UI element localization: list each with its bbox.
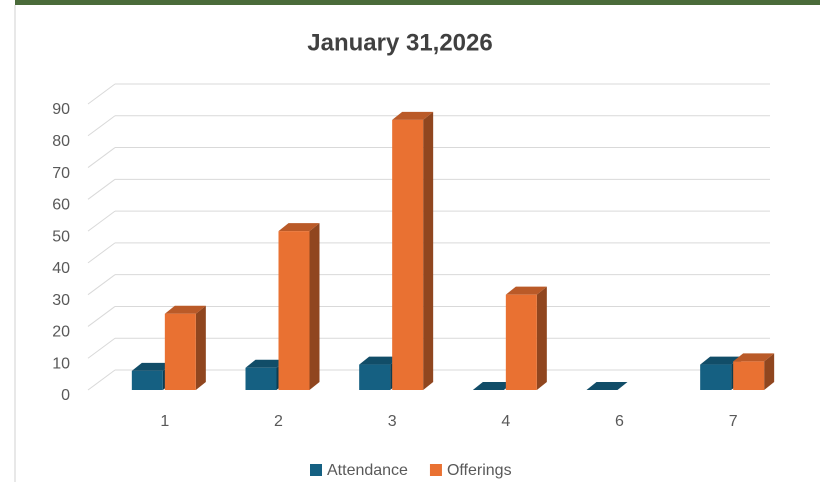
legend-label: Attendance xyxy=(327,462,408,479)
y-tick-label: 0 xyxy=(61,387,70,404)
x-tick-label: 4 xyxy=(501,413,510,430)
bar xyxy=(733,361,764,390)
bar-side xyxy=(310,223,320,390)
left-margin xyxy=(0,0,15,482)
x-tick-label: 1 xyxy=(160,413,169,430)
bar-side xyxy=(423,112,433,390)
x-tick-label: 2 xyxy=(274,413,283,430)
chart-title: January 31,2026 xyxy=(307,29,492,56)
bar xyxy=(279,231,310,390)
legend-swatch xyxy=(310,464,322,476)
y-tick-label: 70 xyxy=(52,165,70,182)
y-tick-label: 90 xyxy=(52,101,70,118)
top-strip xyxy=(0,0,820,5)
bar xyxy=(132,371,163,390)
chart: January 31,2026 0 10 20 30 40 50 60 70 80 90 1 2 3 4 6… xyxy=(0,0,820,482)
y-tick-label: 20 xyxy=(52,324,70,341)
bar xyxy=(392,120,423,390)
x-tick-label: 3 xyxy=(388,413,397,430)
y-tick-label: 50 xyxy=(52,228,70,245)
y-tick-label: 30 xyxy=(52,292,70,309)
bar-side xyxy=(196,306,206,390)
bar xyxy=(165,314,196,390)
bar xyxy=(506,295,537,390)
bar-side xyxy=(537,287,547,390)
bar xyxy=(359,365,390,390)
bar xyxy=(700,365,731,390)
y-tick-label: 40 xyxy=(52,260,70,277)
x-tick-label: 7 xyxy=(729,413,738,430)
legend-swatch xyxy=(430,464,442,476)
y-tick-label: 80 xyxy=(52,133,70,150)
bar xyxy=(246,368,277,390)
y-tick-label: 60 xyxy=(52,197,70,214)
y-tick-label: 10 xyxy=(52,355,70,372)
x-tick-label: 6 xyxy=(615,413,624,430)
legend-label: Offerings xyxy=(447,462,512,479)
